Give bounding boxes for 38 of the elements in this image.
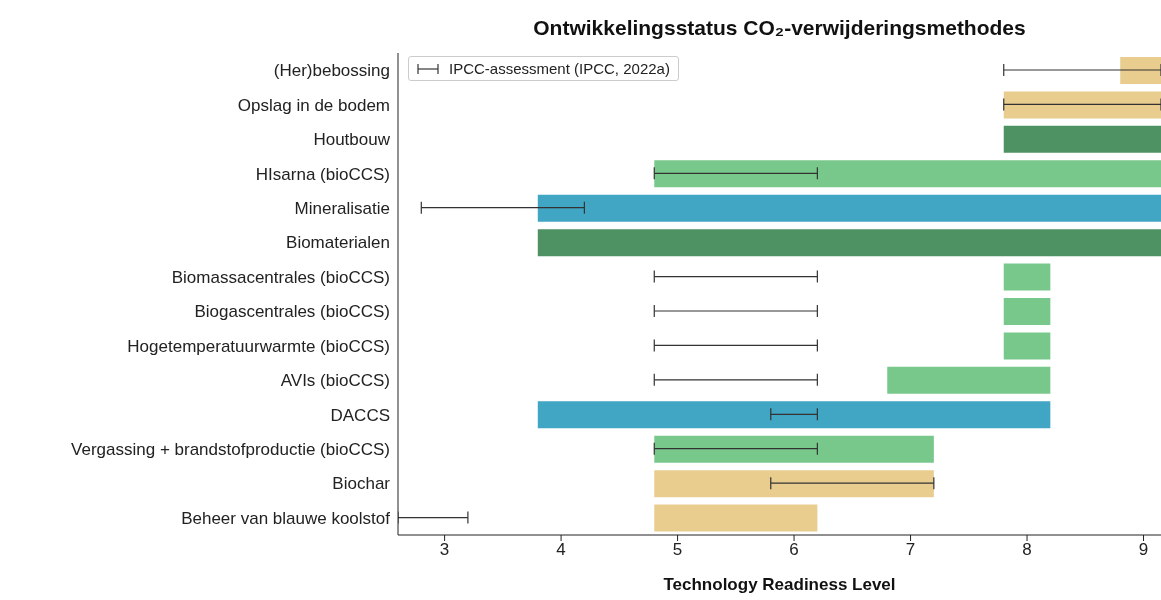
bar <box>654 160 1161 188</box>
x-tick-label: 4 <box>556 540 566 560</box>
y-tick-label: Biomaterialen <box>286 233 390 253</box>
bar <box>1120 57 1161 84</box>
y-tick-label: HIsarna (bioCCS) <box>255 164 390 184</box>
bar <box>654 470 934 498</box>
bar <box>654 435 934 463</box>
y-tick-label: Houtbouw <box>313 130 391 150</box>
y-tick-label: Biogascentrales (bioCCS) <box>194 302 390 322</box>
y-tick-label: (Her)bebossing <box>273 61 390 81</box>
y-tick-label: AVIs (bioCCS) <box>280 371 390 391</box>
y-tick-label: Biochar <box>332 474 391 494</box>
x-tick-label: 8 <box>1022 540 1032 560</box>
x-tick-label: 7 <box>905 540 916 560</box>
x-axis-title: Technology Readiness Level <box>663 575 896 594</box>
y-tick-label: Mineralisatie <box>294 198 390 218</box>
legend-title: IPCC-assessment (IPCC, 2022a) <box>449 60 670 77</box>
bar <box>537 401 1051 429</box>
bar <box>1003 332 1051 360</box>
bar <box>1003 298 1051 325</box>
bar <box>537 194 1161 222</box>
y-tick-label: DACCS <box>330 405 390 425</box>
y-tick-label: Opslag in de bodem <box>237 95 390 115</box>
y-tick-label: Vergassing + brandstofproductie (bioCCS) <box>71 439 390 459</box>
x-tick-label: 3 <box>439 540 450 560</box>
x-tick-label: 9 <box>1138 540 1149 560</box>
bar <box>654 504 818 532</box>
bar <box>887 366 1051 394</box>
x-tick-label: 5 <box>672 540 683 560</box>
y-tick-label: Hogetemperatuurwarmte (bioCCS) <box>127 336 390 356</box>
chart-title: Ontwikkelingsstatus CO₂-verwijderingsmethodes <box>532 16 1027 40</box>
y-tick-label: Biomassacentrales (bioCCS) <box>171 267 390 287</box>
bar <box>1003 91 1161 119</box>
x-tick-label: 6 <box>789 540 799 560</box>
bar <box>1003 125 1161 153</box>
bar <box>537 229 1161 257</box>
bar <box>1003 263 1051 291</box>
y-tick-label: Beheer van blauwe koolstof <box>181 508 391 528</box>
